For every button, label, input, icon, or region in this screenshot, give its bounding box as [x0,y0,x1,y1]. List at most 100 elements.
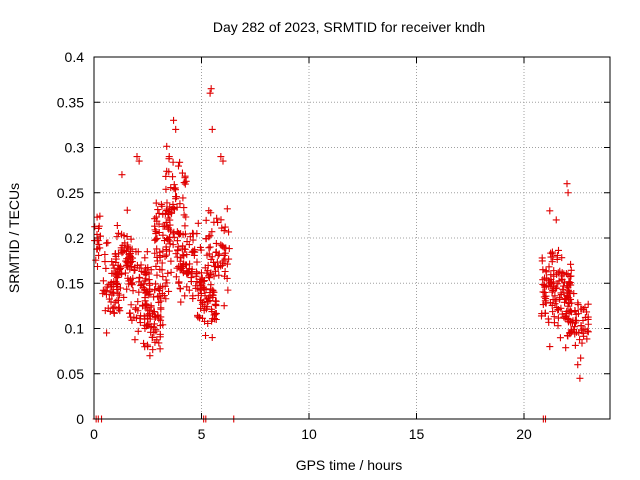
data-point [553,251,561,259]
data-point [133,153,141,161]
data-point [102,239,110,247]
data-point [554,322,562,330]
data-point [205,244,213,252]
y-tick-label: 0.35 [57,94,84,110]
data-point [206,232,214,240]
data-point [150,308,158,316]
data-point [179,194,187,202]
data-point [143,248,151,256]
data-point [225,228,233,236]
data-point [565,299,573,307]
data-point [202,332,210,340]
data-point [159,247,167,255]
data-point [577,354,585,362]
data-point [220,302,228,310]
data-point [206,243,214,251]
data-point [169,204,177,212]
data-point [157,297,165,305]
data-point [173,193,181,201]
y-tick-label: 0.3 [65,140,85,156]
data-point [576,336,584,344]
data-point [107,298,115,306]
data-point [104,304,112,312]
data-point [123,233,131,241]
data-point [103,329,111,337]
data-point [130,266,138,274]
data-point [212,315,220,323]
data-point [115,291,123,299]
data-point [131,263,139,271]
data-point [141,254,149,262]
data-point [179,231,187,239]
data-point [544,315,552,323]
data-point [165,287,173,295]
data-point [152,199,160,207]
data-point [137,261,145,269]
data-point [163,167,171,175]
data-point [169,158,177,166]
data-point [174,229,182,237]
data-point [559,285,567,293]
data-point [152,327,160,335]
data-point [175,279,183,287]
data-point [99,286,107,294]
x-tick-label: 10 [301,426,317,442]
data-point [107,279,115,287]
data-point [574,361,582,369]
data-point [120,232,128,240]
data-point [120,293,128,301]
data-point [151,286,159,294]
data-point [176,257,184,265]
data-point [180,211,188,219]
data-point [562,344,570,352]
data-point [549,308,557,316]
y-tick-label: 0.2 [65,230,85,246]
data-point [539,276,547,284]
data-point [162,218,170,226]
data-point [207,305,215,313]
data-point [161,222,169,230]
x-tick-label: 15 [409,426,425,442]
data-point [221,272,229,280]
data-point [170,228,178,236]
data-point [552,216,560,224]
data-point [125,277,133,285]
data-point [161,210,169,218]
data-point [147,266,155,274]
data-point [158,202,166,210]
data-point [548,248,556,256]
data-point [103,283,111,291]
data-point [135,157,143,165]
data-point [131,336,139,344]
data-point [166,203,174,211]
data-point [550,319,558,327]
plot-frame [93,56,611,420]
data-point [200,277,208,285]
data-point [202,216,210,224]
data-point [167,184,175,192]
data-point [127,235,135,243]
data-point [563,292,571,300]
data-point [567,281,575,289]
data-point [555,277,563,285]
grid-lines [94,57,610,419]
data-point [112,258,120,266]
data-point [571,341,579,349]
data-point [122,261,130,269]
data-point [557,291,565,299]
data-point [583,335,591,343]
data-point [113,280,121,288]
data-point [212,248,220,256]
data-point [562,312,570,320]
data-point [154,206,162,214]
data-point [95,222,103,230]
data-point [576,374,584,382]
data-point [208,315,216,323]
data-point [154,293,162,301]
data-point [181,222,189,230]
data-point [93,236,101,244]
data-point [127,301,135,309]
data-point [211,262,219,270]
data-point [144,311,152,319]
